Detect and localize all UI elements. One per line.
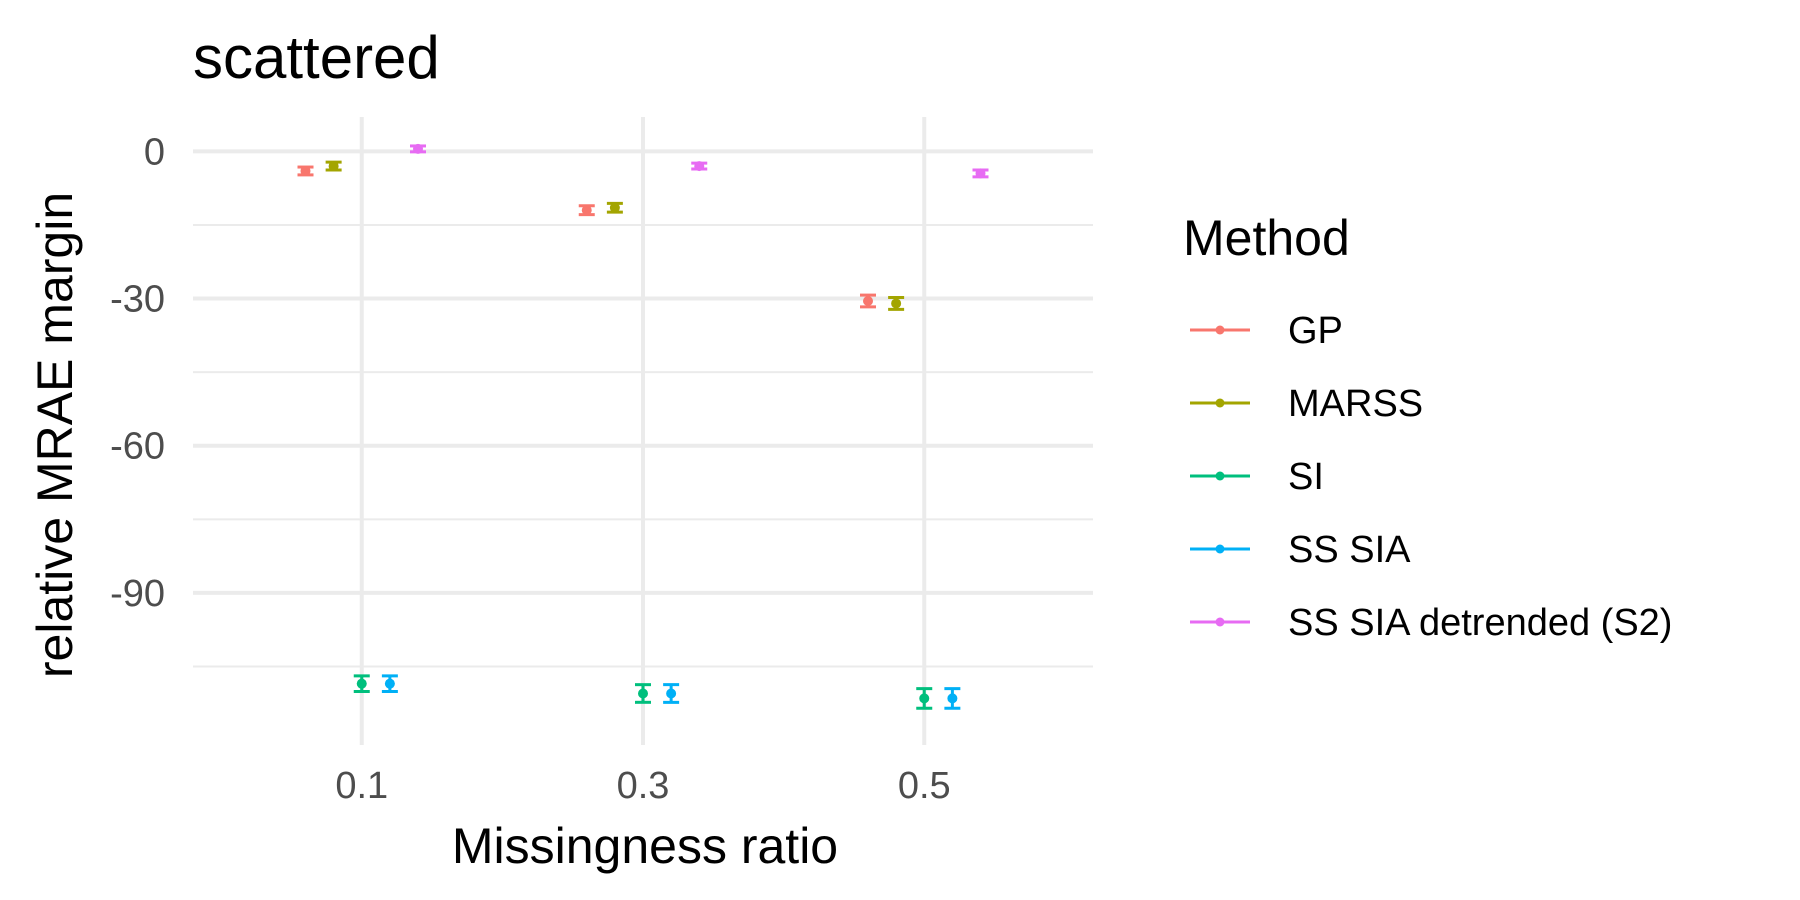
data-point — [863, 295, 873, 306]
legend-key-point — [1215, 398, 1225, 408]
legend-label: SS SIA detrended (S2) — [1288, 602, 1672, 644]
y-tick-label: -30 — [110, 279, 165, 321]
y-tick-label: -60 — [110, 426, 165, 468]
data-point — [413, 143, 423, 154]
legend-label: SS SIA — [1288, 529, 1411, 571]
data-point — [666, 688, 677, 699]
data-point — [581, 205, 592, 216]
y-tick-labels: 0 -30 -60 -90 — [110, 131, 165, 615]
series-marss — [325, 160, 905, 311]
data-point — [694, 161, 705, 172]
series-ss-sia — [381, 674, 961, 710]
series-gp — [297, 165, 876, 309]
y-tick-label: -90 — [110, 573, 165, 615]
data-point — [300, 165, 311, 176]
legend-key-point — [1215, 325, 1225, 335]
legend-title: Method — [1183, 210, 1350, 266]
data-point — [384, 678, 395, 689]
chart-title: scattered — [193, 24, 440, 91]
legend-key-point — [1215, 471, 1225, 481]
data-marks — [297, 143, 989, 710]
data-point — [609, 202, 620, 213]
data-point — [328, 161, 339, 172]
x-tick-label: 0.3 — [617, 765, 670, 807]
x-axis-title: Missingness ratio — [452, 818, 838, 874]
data-point — [356, 678, 367, 689]
legend-label: SI — [1288, 456, 1324, 498]
legend-label: MARSS — [1288, 383, 1423, 425]
legend-key-point — [1215, 544, 1225, 554]
data-point — [638, 688, 648, 699]
data-point — [975, 168, 986, 179]
x-tick-label: 0.1 — [335, 765, 388, 807]
y-axis-title: relative MRAE margin — [27, 192, 83, 678]
series-si — [353, 674, 933, 710]
legend-key-point — [1215, 617, 1225, 627]
data-point — [947, 693, 958, 704]
legend: Method GP MARSS SI SS SIA SS SIA detrended (… — [1183, 210, 1672, 644]
legend-label: GP — [1288, 310, 1343, 352]
x-tick-label: 0.5 — [898, 765, 951, 807]
y-tick-label: 0 — [144, 131, 165, 173]
data-point — [919, 693, 930, 704]
series-ss-sia-detrended-s2- — [410, 143, 989, 179]
data-point — [891, 298, 902, 309]
x-tick-labels: 0.1 0.3 0.5 — [335, 765, 950, 807]
grid — [193, 117, 1093, 745]
